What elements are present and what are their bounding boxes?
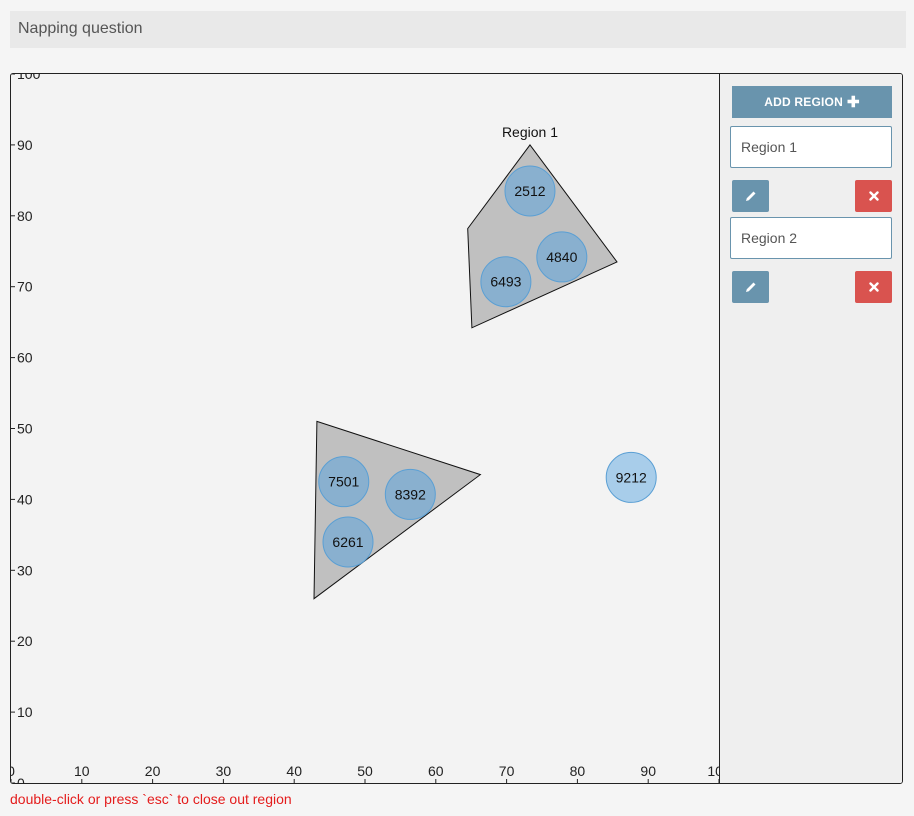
regions-sidebar: ADD REGION ✚: [719, 74, 902, 783]
plus-icon: ✚: [846, 93, 860, 111]
sample-point-circle[interactable]: [536, 231, 588, 283]
plot-svg[interactable]: 0 10 20 30 40 50 60 70 80 90 100 0 10 20 30 40 50 60 70 80 9…: [11, 74, 719, 783]
sample-point[interactable]: 6261: [322, 516, 374, 568]
sample-point-label: 7501: [328, 474, 359, 490]
sample-point[interactable]: 2512: [504, 165, 556, 217]
sample-point[interactable]: 4840: [536, 231, 588, 283]
y-axis-tick-label: 40: [17, 491, 33, 507]
x-axis-tick-label: 0: [11, 763, 15, 779]
region-name-input-1[interactable]: [730, 126, 892, 168]
y-axis-tick-label: 90: [17, 137, 33, 153]
sample-point[interactable]: 9212: [605, 451, 657, 503]
y-axis-tick-label: 80: [17, 208, 33, 224]
x-axis-tick-label: 80: [570, 763, 586, 779]
close-icon: [868, 282, 879, 292]
sample-point-circle[interactable]: [318, 456, 370, 508]
region-name-input-2[interactable]: [730, 217, 892, 259]
x-axis-tick-label: 100: [707, 763, 719, 779]
y-axis-tick-label: 100: [17, 74, 41, 82]
y-axis-tick-label: 30: [17, 562, 33, 578]
y-axis-tick-label: 0: [17, 775, 25, 783]
sample-point-circle[interactable]: [480, 256, 532, 308]
add-region-label: ADD REGION: [764, 95, 843, 109]
edit-region-2-button[interactable]: [732, 271, 769, 303]
x-axis-tick-label: 70: [499, 763, 515, 779]
y-axis-tick-label: 60: [17, 350, 33, 366]
x-axis-tick-label: 20: [145, 763, 161, 779]
x-axis-tick-label: 40: [286, 763, 302, 779]
sample-point-circle[interactable]: [504, 165, 556, 217]
napping-frame: 0 10 20 30 40 50 60 70 80 90 100 0 10 20 30 40 50 60 70 80 9…: [10, 73, 903, 784]
napping-canvas[interactable]: 0 10 20 30 40 50 60 70 80 90 100 0 10 20 30 40 50 60 70 80 9…: [11, 74, 719, 783]
sample-point[interactable]: 6493: [480, 256, 532, 308]
region-label: Region 1: [502, 124, 558, 140]
sample-point-circle[interactable]: [384, 468, 436, 520]
x-axis-tick-label: 30: [216, 763, 232, 779]
add-region-button[interactable]: ADD REGION ✚: [732, 86, 892, 118]
close-icon: [868, 191, 879, 201]
x-axis-tick-label: 50: [357, 763, 373, 779]
y-axis-tick-label: 10: [17, 704, 33, 720]
sample-point-circle[interactable]: [605, 451, 657, 503]
edit-region-1-button[interactable]: [732, 180, 769, 212]
delete-region-2-button[interactable]: [855, 271, 892, 303]
sample-point-label: 4840: [546, 249, 577, 265]
y-axis-tick-label: 20: [17, 633, 33, 649]
pencil-icon: [745, 282, 755, 292]
question-title-bar: Napping question: [10, 11, 906, 48]
y-axis-tick-label: 70: [17, 279, 33, 295]
sample-point-label: 8392: [395, 486, 426, 502]
sample-point-label: 6493: [490, 274, 521, 290]
delete-region-1-button[interactable]: [855, 180, 892, 212]
x-axis-tick-label: 10: [74, 763, 90, 779]
x-axis-tick-label: 90: [640, 763, 656, 779]
sample-point[interactable]: 7501: [318, 456, 370, 508]
y-axis-tick-label: 50: [17, 421, 33, 437]
sample-point-label: 6261: [332, 534, 363, 550]
sample-point-label: 2512: [514, 183, 545, 199]
sample-point-circle[interactable]: [322, 516, 374, 568]
sample-point[interactable]: 8392: [384, 468, 436, 520]
sample-point-label: 9212: [616, 469, 647, 485]
pencil-icon: [745, 191, 755, 201]
x-axis-tick-label: 60: [428, 763, 444, 779]
close-region-hint: double-click or press `esc` to close out…: [10, 791, 292, 807]
page-title: Napping question: [18, 20, 143, 37]
